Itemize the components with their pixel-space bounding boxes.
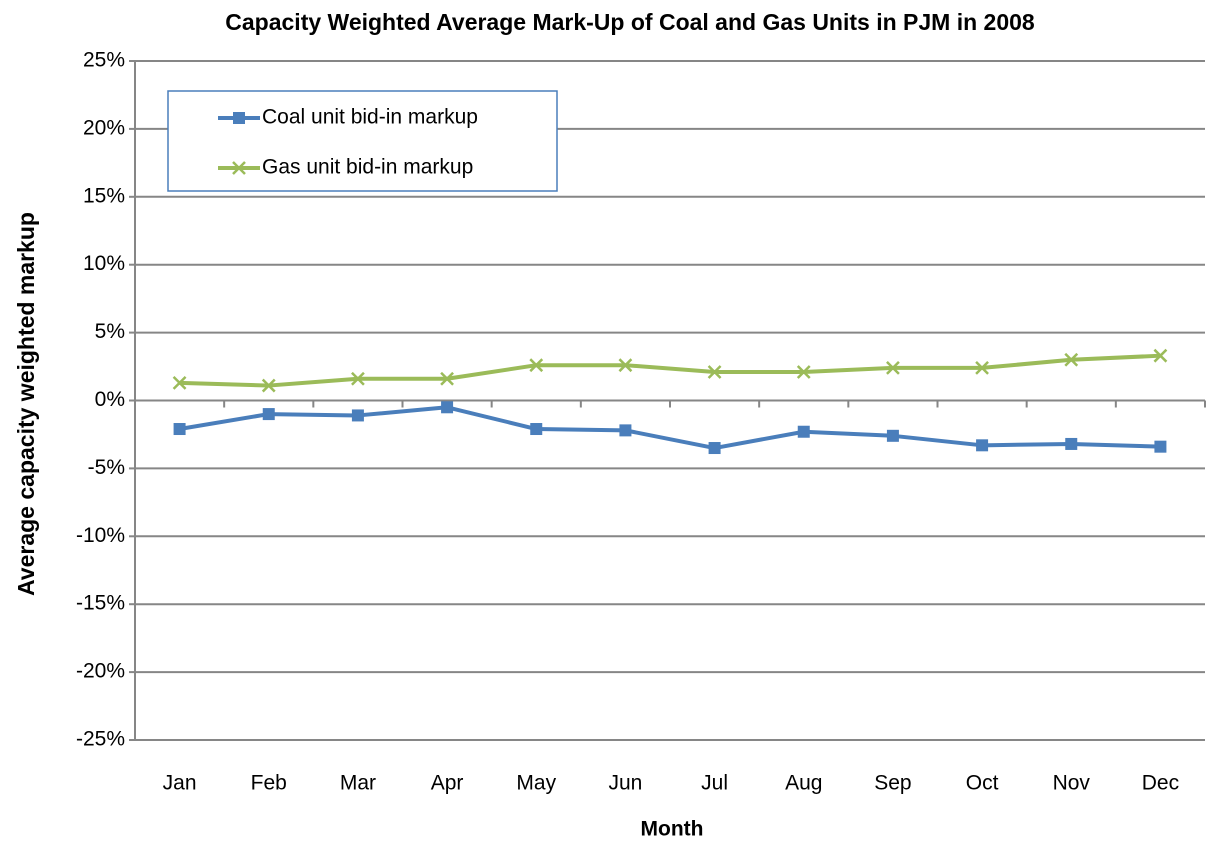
marker [1153,348,1168,363]
x-tick-label: Aug [785,772,822,795]
y-tick-label: 0% [95,388,125,411]
legend-label: Coal unit bid-in markup [262,106,478,129]
x-tick-label: May [516,772,556,795]
marker [886,361,900,375]
y-tick-label: 20% [83,116,125,139]
marker [797,425,810,438]
y-tick-label: 5% [95,320,125,343]
marker [1154,440,1167,453]
y-tick-label: -10% [76,524,125,547]
marker [173,423,186,436]
marker [351,409,364,422]
x-tick-label: Feb [251,772,287,795]
x-tick-label: Jan [163,772,197,795]
marker [529,358,544,373]
y-axis-label: Average capacity weighted markup [13,212,39,596]
x-tick-label: Oct [966,772,999,795]
marker [262,408,275,421]
legend-label: Gas unit bid-in markup [262,156,473,179]
legend-marker [232,161,246,175]
x-tick-label: Jul [701,772,728,795]
marker [976,439,989,452]
marker [619,424,632,437]
legend-box [167,90,558,192]
y-tick-label: -25% [76,728,125,751]
x-tick-label: Jun [608,772,642,795]
chart-title: Capacity Weighted Average Mark-Up of Coa… [225,9,1035,35]
series-line [179,405,1161,451]
marker [351,371,365,386]
marker [1065,437,1078,450]
marker [796,365,811,379]
y-tick-label: -15% [76,592,125,615]
y-tick-label: 10% [83,252,125,275]
marker [708,442,721,455]
marker [1064,352,1079,367]
marker [886,429,899,442]
marker [707,365,722,379]
x-tick-label: Mar [340,772,376,795]
x-tick-label: Dec [1142,772,1179,795]
x-tick-label: Apr [431,772,464,795]
marker [975,361,989,375]
y-tick-label: 15% [83,184,125,207]
marker [441,401,454,414]
marker [440,371,454,386]
series-line [179,353,1161,388]
legend-marker [233,112,245,124]
marker [261,378,276,393]
marker [172,375,187,390]
x-tick-label: Nov [1053,772,1091,795]
y-tick-label: -5% [88,456,125,479]
y-tick-label: -20% [76,660,125,683]
x-axis-label: Month [641,818,704,841]
y-tick-label: 25% [83,49,125,72]
marker [618,358,633,373]
x-tick-label: Sep [874,772,911,795]
marker [530,423,543,436]
